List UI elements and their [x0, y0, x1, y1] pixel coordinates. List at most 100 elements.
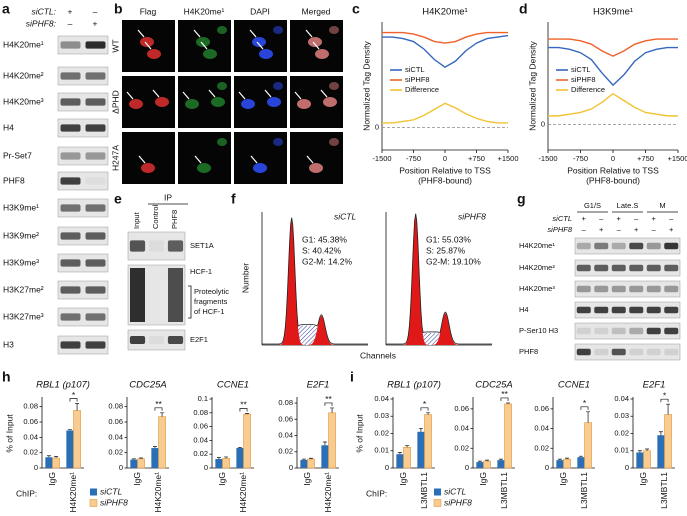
significance-bracket	[69, 398, 78, 402]
column-label: Merged	[302, 6, 331, 16]
condition-label: siPHF8:	[26, 18, 57, 28]
blot-smear	[130, 268, 145, 322]
row-label: Pr-Set7	[3, 150, 32, 160]
y-tick-label: 0	[375, 122, 379, 131]
significance: **	[155, 399, 162, 409]
y-tick-label: 0.06	[454, 404, 469, 413]
phase-label: Late.S	[617, 201, 639, 210]
bar	[300, 459, 308, 468]
y-tick-label: 0	[385, 463, 389, 472]
significance: *	[423, 399, 427, 409]
bar	[636, 452, 644, 468]
cell	[141, 163, 155, 173]
error-bar	[301, 458, 306, 460]
blot-band	[594, 306, 609, 314]
x-tick-label: L3MBTL1	[419, 472, 429, 509]
panel-label: b	[114, 1, 123, 17]
error-bar	[637, 450, 642, 453]
arrow	[137, 29, 145, 38]
error-bar	[160, 412, 165, 417]
significance-bracket	[420, 407, 429, 411]
series-line	[548, 38, 678, 57]
condition-sign: +	[68, 6, 73, 16]
y-tick-label: 0.04	[108, 432, 123, 441]
bar	[66, 430, 74, 468]
y-tick-label: 0.08	[278, 398, 293, 407]
blot-band	[60, 204, 81, 212]
bar	[483, 460, 491, 469]
blot-band	[611, 327, 626, 335]
error-bar	[397, 452, 402, 455]
significance-bracket	[580, 406, 589, 410]
condition-sign: +	[582, 214, 587, 223]
x-tick-label: H4K20me¹	[153, 472, 163, 513]
x-axis-label: Position Relative to TSS	[399, 165, 491, 175]
error-bar	[405, 445, 410, 448]
bar	[137, 458, 145, 469]
blot-band	[85, 124, 106, 132]
bar	[236, 447, 244, 468]
histogram-outline	[386, 213, 492, 345]
x-tick-label: +1500	[497, 154, 518, 163]
stat: G1: 55.03%	[426, 234, 471, 244]
x-axis-label: ChIP:	[16, 488, 37, 498]
arrow	[250, 155, 258, 164]
arrow	[256, 41, 264, 50]
significance-bracket	[660, 398, 669, 403]
blot-band	[85, 341, 106, 349]
bracket	[188, 285, 192, 319]
blot-band	[594, 264, 609, 272]
chart-title: CDC25A	[129, 380, 167, 391]
arrow	[138, 155, 146, 164]
bar	[328, 412, 336, 469]
blot-band	[85, 98, 106, 106]
blot-band	[129, 240, 146, 252]
cell	[185, 99, 199, 109]
error-bar	[586, 411, 591, 423]
plot-title: siCTL	[334, 211, 356, 221]
blot-band	[611, 348, 626, 356]
blot-strip	[57, 66, 109, 86]
y-tick-label: 0.06	[23, 417, 38, 426]
panel-label: c	[352, 1, 360, 17]
row-label: H3K9me²	[3, 230, 39, 240]
series-line	[382, 31, 508, 44]
band-label: E2F1	[190, 335, 208, 344]
error-bar	[658, 431, 663, 436]
panel-label: d	[519, 1, 528, 17]
blot-band	[629, 285, 644, 293]
chart-title: RBL1 (p107)	[36, 380, 90, 391]
significance-bracket	[154, 407, 163, 411]
cell	[147, 49, 161, 59]
error-bar	[237, 446, 242, 448]
error-bar	[485, 459, 490, 462]
x-tick-label: H4K20me¹	[323, 472, 333, 513]
blot-band	[60, 259, 81, 267]
error-bar	[506, 402, 511, 404]
error-bar	[131, 458, 136, 460]
error-bar	[245, 413, 250, 415]
blot-band	[664, 348, 679, 356]
series-line	[548, 92, 678, 117]
x-tick-label: IgG	[478, 472, 488, 486]
condition-sign: –	[634, 214, 639, 223]
blot-band	[167, 336, 184, 344]
condition-sign: +	[599, 225, 604, 234]
blot-band	[60, 72, 81, 80]
legend-swatch	[433, 499, 442, 507]
blot-strip	[127, 329, 186, 351]
bar	[73, 410, 81, 469]
condition-sign: +	[617, 214, 622, 223]
y-tick-label: 0.06	[108, 417, 123, 426]
x-tick-label: L3MBTL1	[499, 472, 509, 509]
blot-band	[85, 41, 106, 49]
legend-label: siPHF8	[444, 497, 472, 507]
error-bar	[67, 429, 72, 431]
cell	[273, 26, 283, 34]
row-label: H4K20me¹	[3, 39, 44, 49]
bar	[396, 454, 404, 468]
blot-band	[629, 264, 644, 272]
y-tick-label: 0.08	[108, 402, 123, 411]
chart-title: RBL1 (p107)	[387, 380, 441, 391]
error-bar	[139, 457, 144, 459]
